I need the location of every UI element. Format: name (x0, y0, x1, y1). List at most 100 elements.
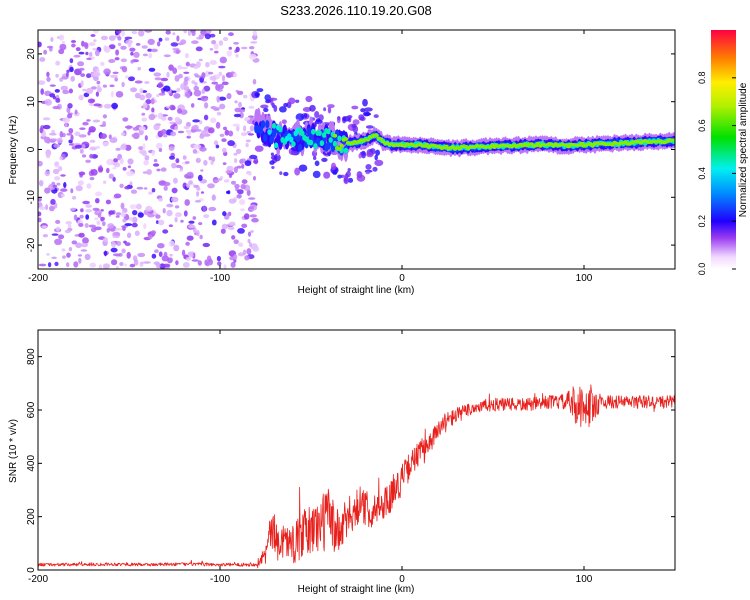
heatmap-noise-blob (75, 242, 82, 249)
heatmap-noise-blob (227, 222, 235, 226)
heatmap-noise-blob (88, 224, 96, 228)
heatmap-noise-blob (240, 183, 246, 190)
heatmap-noise-blob (109, 137, 118, 143)
heatmap-noise-blob (147, 38, 155, 46)
heatmap-noise-blob (372, 166, 378, 172)
heatmap-ridge-cell (424, 142, 429, 146)
heatmap-noise-blob (199, 234, 203, 240)
heatmap-noise-blob (192, 216, 197, 220)
heatmap-noise-blob (65, 221, 72, 225)
heatmap-noise-blob (164, 37, 170, 41)
heatmap-noise-blob (246, 248, 252, 255)
heatmap-noise-blob (121, 81, 125, 88)
heatmap-noise-blob (59, 43, 67, 51)
heatmap-noise-blob (143, 223, 147, 230)
heatmap-noise-blob (234, 183, 240, 189)
heatmap-noise-blob (66, 252, 71, 258)
heatmap-noise-blob (60, 193, 65, 198)
heatmap-noise-blob (219, 133, 225, 137)
heatmap-noise-blob (89, 139, 96, 143)
heatmap-noise-blob (111, 102, 118, 109)
heatmap-noise-blob (151, 230, 156, 236)
heatmap-noise-blob (247, 231, 252, 237)
heatmap-noise-blob (245, 139, 251, 143)
heatmap-noise-blob (124, 125, 133, 129)
heatmap-noise-blob (183, 86, 190, 91)
heatmap-noise-blob (90, 86, 97, 90)
heatmap-noise-blob (181, 249, 186, 257)
heatmap-noise-blob (77, 254, 83, 257)
heatmap-noise-blob (283, 171, 289, 177)
heatmap-noise-blob (108, 44, 116, 50)
heatmap-noise-blob (233, 113, 241, 118)
heatmap-noise-blob (263, 107, 269, 113)
heatmap-ridge-cell (343, 137, 349, 141)
heatmap-noise-blob (130, 87, 138, 93)
heatmap-noise-blob (143, 160, 149, 166)
x-tick-label: -200 (28, 273, 48, 284)
heatmap-noise-blob (246, 189, 251, 196)
heatmap-noise-blob (217, 89, 223, 92)
heatmap-noise-blob (115, 147, 121, 151)
heatmap-noise-blob (175, 260, 179, 266)
heatmap-noise-blob (104, 103, 112, 109)
heatmap-noise-blob (238, 101, 242, 108)
heatmap-noise-blob (92, 207, 100, 211)
heatmap-noise-blob (254, 92, 260, 97)
heatmap-noise-blob (203, 85, 211, 92)
heatmap-noise-blob (82, 121, 89, 126)
y-tick-label: -10 (26, 190, 37, 205)
heatmap-noise-blob (79, 148, 84, 154)
heatmap-noise-blob (279, 106, 287, 113)
heatmap-noise-blob (252, 78, 257, 85)
heatmap-noise-blob (148, 53, 153, 59)
heatmap-noise-blob (209, 60, 217, 65)
heatmap-ridge-cell (271, 123, 277, 129)
heatmap-noise-blob (158, 37, 163, 42)
heatmap-noise-blob (78, 51, 85, 55)
heatmap-noise-blob (55, 60, 61, 66)
heatmap-noise-blob (126, 170, 135, 177)
heatmap-noise-blob (82, 200, 90, 205)
heatmap-noise-blob (106, 167, 110, 174)
heatmap-noise-blob (82, 88, 87, 92)
heatmap-noise-blob (112, 71, 119, 75)
heatmap-noise-blob (197, 174, 203, 181)
heatmap-noise-blob (200, 95, 209, 102)
heatmap-noise-blob (167, 257, 173, 263)
heatmap-noise-blob (87, 98, 95, 104)
heatmap-noise-blob (52, 168, 60, 175)
heatmap-ridge-cell (260, 120, 266, 129)
heatmap-noise-blob (84, 253, 91, 261)
heatmap-noise-blob (94, 217, 99, 221)
heatmap-noise-blob (236, 125, 240, 132)
heatmap-ridge-cell (328, 137, 333, 143)
heatmap-noise-blob (105, 199, 111, 205)
heatmap-noise-blob (86, 73, 92, 79)
heatmap-noise-blob (337, 117, 341, 124)
heatmap-noise-blob (137, 252, 146, 258)
heatmap-noise-blob (100, 209, 104, 212)
heatmap-noise-blob (217, 261, 222, 266)
heatmap-noise-blob (111, 241, 116, 248)
heatmap-noise-blob (187, 30, 192, 36)
heatmap-noise-blob (365, 164, 372, 170)
heatmap-noise-blob (85, 51, 89, 56)
heatmap-noise-blob (89, 153, 94, 159)
heatmap-noise-blob (137, 212, 144, 218)
heatmap-noise-blob (168, 64, 174, 71)
heatmap-noise-blob (214, 50, 219, 54)
heatmap-noise-blob (225, 170, 232, 174)
heatmap-ridge-cell (533, 144, 539, 148)
heatmap-noise-blob (97, 213, 102, 218)
heatmap-noise-blob (184, 161, 190, 164)
heatmap-noise-blob (171, 90, 177, 93)
heatmap-noise-blob (112, 166, 117, 170)
heatmap-noise-blob (303, 113, 308, 118)
heatmap-noise-blob (160, 167, 167, 172)
heatmap-noise-blob (119, 157, 124, 165)
heatmap-noise-blob (195, 157, 201, 164)
heatmap-noise-blob (171, 162, 177, 169)
heatmap-noise-blob (109, 84, 115, 88)
heatmap-noise-blob (145, 99, 152, 105)
